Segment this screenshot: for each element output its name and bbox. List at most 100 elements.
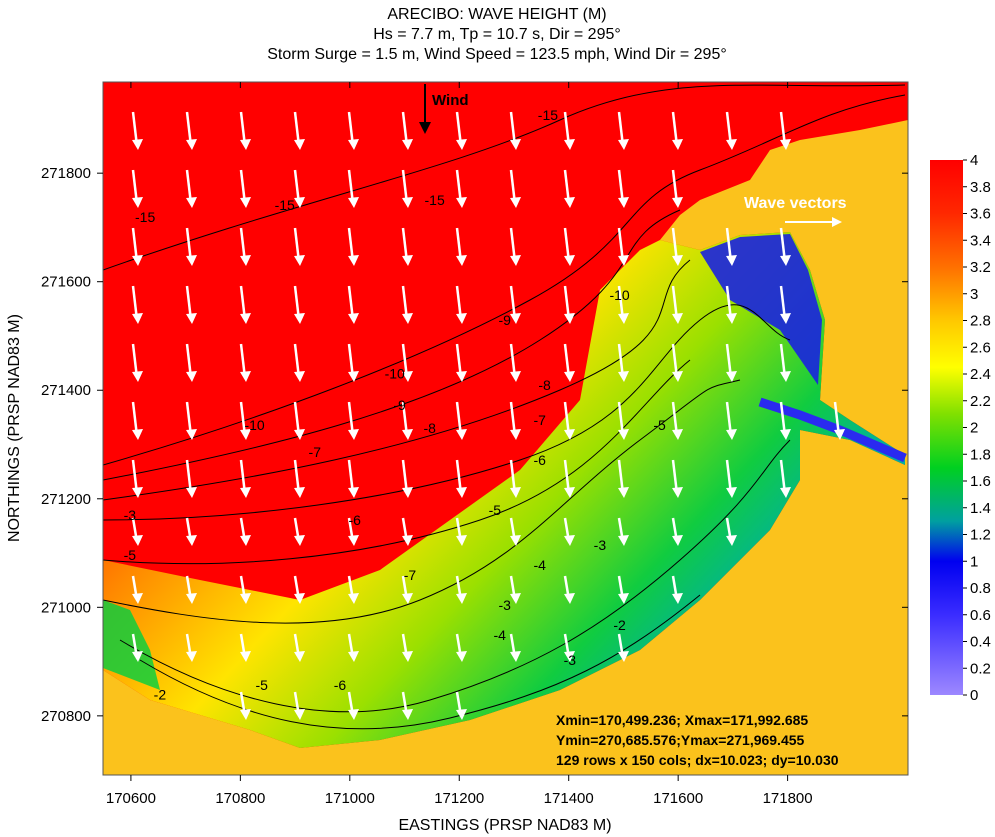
colorbar-tick-label: 1.8 [970,446,991,463]
colorbar-tick-label: 2.8 [970,313,991,330]
wave-arrow-head [348,709,359,720]
wave-arrow-head [456,709,467,720]
subtitle: Hs = 7.7 m, Tp = 10.7 s, Dir = 295° [373,26,621,43]
wave-arrow-head [186,593,197,604]
map-area: -15 -15 -15 -15 -10 -10 -10 -9 -9 -8 -8 -7 -7 -6 -6 -5 -… [103,82,908,775]
wave-arrow-head [510,313,521,324]
wave-arrow-head [780,429,791,440]
wave-arrow-head [564,197,575,208]
wave-arrow-head [456,593,467,604]
wave-arrow-head [618,313,629,324]
contour-label: -8 [423,420,436,436]
colorbar-tick-label: 2.4 [970,366,991,383]
wave-arrow-head [294,709,305,720]
wave-arrow-head [510,197,521,208]
colorbar-tick-label: 1 [970,553,978,570]
contour-label: -9 [393,397,406,413]
wave-arrow-head [240,487,251,498]
wave-arrow-head [456,371,467,382]
contour-label: -5 [653,417,666,433]
wave-arrow-head [132,429,143,440]
wave-arrow-head [294,593,305,604]
wave-arrow-head [456,139,467,150]
contour-label: -3 [564,652,577,668]
wave-arrow-head [834,429,845,440]
wave-arrow-head [510,371,521,382]
wave-arrow-head [510,139,521,150]
grid-info: 129 rows x 150 cols; dx=10.023; dy=10.03… [556,752,839,768]
x-tick-label: 171200 [434,790,484,807]
contour-label: -10 [609,287,629,303]
wave-arrow-head [456,313,467,324]
contour-label: -3 [124,507,137,523]
wave-arrow-head [564,429,575,440]
x-tick-label: 171600 [653,790,703,807]
contour-label: -4 [533,557,546,573]
wave-arrow-head [618,651,629,662]
wave-arrow-head [186,139,197,150]
wave-arrow-head [456,429,467,440]
contour-label: -7 [404,567,417,583]
wave-arrow-head [402,139,413,150]
wave-arrow-head [348,535,359,546]
wave-arrow-head [618,535,629,546]
wave-arrow-head [240,535,251,546]
wave-arrow-head [618,139,629,150]
wave-arrow-head [402,593,413,604]
x-tick-label: 171800 [763,790,813,807]
wave-arrow-head [186,429,197,440]
wave-arrow-head [780,139,791,150]
wave-arrow-head [348,651,359,662]
colorbar-tick-label: 4 [970,152,978,169]
contour-label: -6 [533,452,546,468]
wave-arrow-head [780,487,791,498]
colorbar-tick-label: 0.8 [970,580,991,597]
contour-lines [103,84,906,730]
y-tick-label: 271400 [41,382,91,399]
wave-arrow-head [186,487,197,498]
wave-arrow-head [294,429,305,440]
wave-arrow-head [348,371,359,382]
y-tick-label: 270800 [41,708,91,725]
title: ARECIBO: WAVE HEIGHT (M) [387,6,606,23]
wave-arrow-head [402,651,413,662]
wave-arrow-head [240,139,251,150]
colorbar-tick-label: 0 [970,687,978,704]
colorbar-tick-label: 1.2 [970,527,991,544]
wave-arrow-head [672,371,683,382]
colorbar-tick-label: 2 [970,420,978,437]
wave-arrow-head [672,255,683,266]
wave-arrow-head [780,371,791,382]
wave-arrow-head [132,313,143,324]
wave-arrow-head [294,651,305,662]
colorbar-tick-label: 3.2 [970,259,991,276]
wave-arrow-head [240,255,251,266]
wave-arrow-head [618,197,629,208]
wave-arrow-head [618,371,629,382]
wave-arrow-head [672,313,683,324]
wave-arrow-head [618,429,629,440]
wave-arrow-head [348,197,359,208]
contour-label: -2 [154,687,167,703]
plot-frame [102,81,909,776]
wave-label: Wave vectors [744,195,847,212]
wave-arrow-head [564,139,575,150]
wave-arrow-head [564,371,575,382]
wave-arrow-head [186,651,197,662]
colorbar [930,160,963,695]
wave-arrow-head [456,651,467,662]
y-tick-label: 271000 [41,599,91,616]
wave-arrow-head [780,313,791,324]
wave-arrow-head [132,593,143,604]
wave-arrow-head [726,139,737,150]
x-tick-label: 170600 [106,790,156,807]
wave-arrow-head [402,255,413,266]
wave-arrow-head [672,487,683,498]
y-tick-label: 271600 [41,274,91,291]
x-tick-label: 171400 [544,790,594,807]
contour-label: -9 [498,312,511,328]
contour-label: -4 [494,627,507,643]
wave-arrow-head [348,429,359,440]
colorbar-tick-label: 2.2 [970,393,991,410]
